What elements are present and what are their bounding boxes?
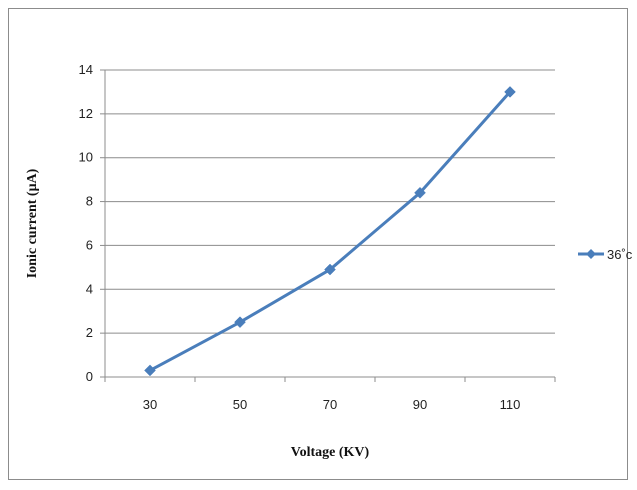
gridlines [100,69,556,382]
series-layer [144,86,516,377]
y-tick-labels: 0 2 4 6 8 10 12 14 [79,62,93,384]
series-line [148,90,512,372]
y-tick-label: 8 [86,194,93,209]
x-tick-label: 70 [323,397,337,412]
data-point-marker [234,316,246,329]
data-point-marker [504,86,516,98]
x-tick-label: 90 [413,397,427,412]
y-tick-label: 12 [79,106,93,121]
y-tick-label: 6 [86,237,93,252]
x-tick-label: 50 [233,397,247,412]
x-tick-labels: 30 50 70 90 110 [143,397,521,412]
data-point-marker [414,186,426,199]
axes [104,70,555,378]
legend-marker-diamond [586,249,596,259]
y-tick-label: 14 [79,62,93,77]
x-tick-label: 110 [500,397,521,412]
y-tick-label: 0 [86,369,93,384]
y-tick-label: 10 [79,150,93,165]
x-tick-label: 30 [143,397,157,412]
y-axis-title: Ionic current (μA) [25,168,40,278]
chart-frame [8,8,628,480]
y-tick-label: 4 [86,281,93,296]
legend: 36˚c [578,247,633,262]
x-axis-title: Voltage (KV) [291,445,370,460]
legend-series-name: 36˚c [607,247,633,262]
y-tick-label: 2 [86,325,93,340]
data-point-marker [144,364,156,377]
data-point-marker [324,263,336,276]
